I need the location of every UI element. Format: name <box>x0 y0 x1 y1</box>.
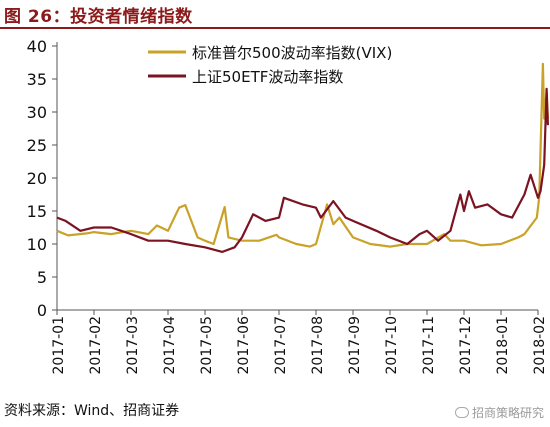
y-tick-label: 15 <box>27 202 47 221</box>
x-tick-label: 2017-06 <box>236 316 252 375</box>
wechat-icon <box>454 407 469 418</box>
line-chart: 0 5 10 15 20 25 30 35 40 2017-01 2017-02 2017-03 201… <box>27 37 549 375</box>
figure-title: 图 26：投资者情绪指数 <box>4 7 193 27</box>
y-tick-label: 30 <box>27 103 47 122</box>
x-tick-label: 2018-02 <box>532 316 548 375</box>
x-tick-label: 2018-01 <box>495 316 511 375</box>
series-line-1 <box>56 62 549 248</box>
x-tick-label: 2017-09 <box>347 316 363 375</box>
x-tick-label: 2017-11 <box>421 316 437 375</box>
watermark-text: 招商策略研究 <box>471 406 544 420</box>
y-tick-label: 20 <box>27 169 47 188</box>
y-tick-label: 40 <box>27 37 47 56</box>
y-tick-label: 25 <box>27 136 47 155</box>
x-tick-label: 2017-03 <box>125 316 141 375</box>
y-tick-label: 5 <box>37 268 47 287</box>
series-line-2 <box>56 87 549 253</box>
legend-label-2: 上证50ETF波动率指数 <box>192 68 343 86</box>
x-tick-label: 2017-01 <box>51 316 67 375</box>
y-tick-label: 35 <box>27 70 47 89</box>
x-tick-label: 2017-10 <box>384 316 400 375</box>
x-tick-label: 2017-04 <box>162 316 178 375</box>
x-tick-label: 2017-08 <box>310 316 326 375</box>
x-tick-label: 2017-07 <box>273 316 289 375</box>
x-tick-label: 2017-02 <box>88 316 104 375</box>
legend-label-1: 标准普尔500波动率指数(VIX) <box>192 44 392 62</box>
x-tick-label: 2017-05 <box>199 316 215 375</box>
y-tick-label: 10 <box>27 235 47 254</box>
title-rule <box>0 27 550 29</box>
x-tick-label: 2017-12 <box>458 316 474 375</box>
source-note: 资料来源：Wind、招商证券 <box>4 403 180 419</box>
watermark: 招商策略研究 <box>454 404 544 421</box>
y-tick-label: 0 <box>37 301 47 320</box>
